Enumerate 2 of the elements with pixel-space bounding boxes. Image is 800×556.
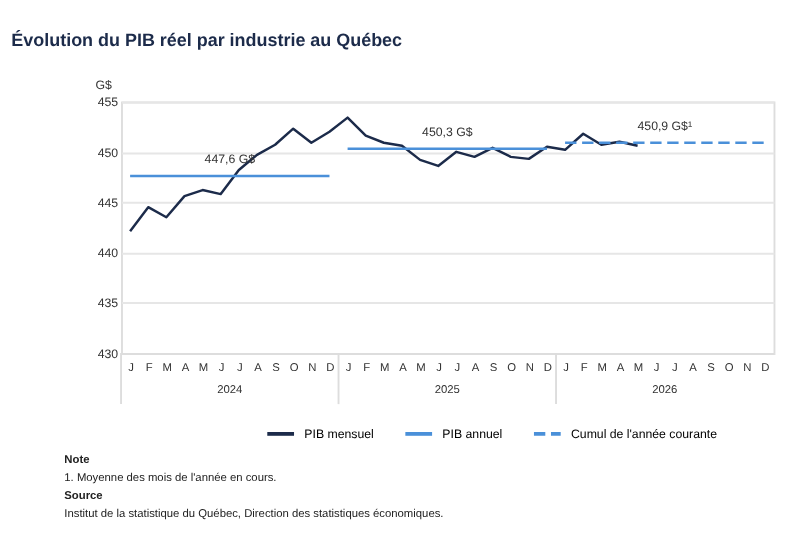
chart-title: Évolution du PIB réel par industrie au Québec	[11, 29, 403, 50]
line-series	[128, 116, 639, 233]
